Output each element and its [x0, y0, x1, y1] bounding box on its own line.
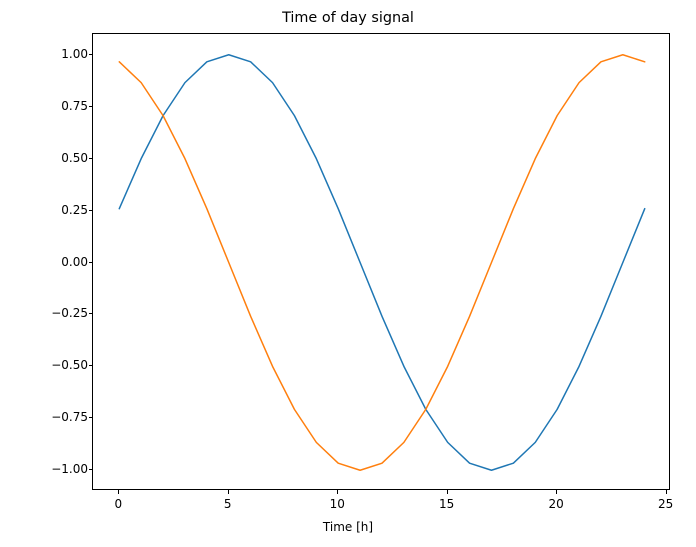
- y-axis-tick-labels: −1.00 −0.75 −0.50 −0.25 0.00 0.25 0.50 0.75 1.00: [0, 0, 92, 547]
- y-tick-mark: [88, 469, 92, 471]
- y-tick-label: 0.25: [61, 202, 88, 217]
- x-tick-mark: [118, 490, 120, 494]
- y-tick-mark: [88, 53, 92, 55]
- y-tick-label: −0.25: [51, 306, 88, 321]
- y-tick-label: 0.75: [61, 98, 88, 113]
- x-tick-label: 10: [329, 497, 345, 511]
- y-tick-mark: [88, 261, 92, 263]
- x-tick-mark: [665, 490, 667, 494]
- x-tick-label: 15: [439, 497, 455, 511]
- y-tick-label: −1.00: [51, 462, 88, 477]
- x-tick-label: 0: [114, 497, 123, 511]
- y-tick-label: 0.00: [61, 254, 88, 269]
- y-tick-label: −0.75: [51, 410, 88, 425]
- series-line-0: [118, 54, 646, 471]
- y-tick-mark: [88, 157, 92, 159]
- series-line-1: [118, 54, 646, 471]
- chart-title: Time of day signal: [282, 10, 414, 26]
- x-axis-label: Time [h]: [322, 520, 374, 534]
- y-tick-label: −0.50: [51, 358, 88, 373]
- x-tick-label: 20: [548, 497, 564, 511]
- x-tick-mark: [556, 490, 558, 494]
- plot-axes-frame: [92, 33, 670, 490]
- y-tick-mark: [88, 313, 92, 315]
- y-tick-mark: [88, 105, 92, 107]
- y-tick-label: 0.50: [61, 150, 88, 165]
- x-tick-label: 25: [657, 497, 674, 511]
- y-tick-mark: [88, 209, 92, 211]
- x-tick-mark: [446, 490, 448, 494]
- x-tick-mark: [227, 490, 229, 494]
- y-tick-mark: [88, 417, 92, 419]
- x-tick-mark: [337, 490, 339, 494]
- y-tick-label: 1.00: [61, 46, 88, 61]
- x-tick-label: 5: [223, 497, 232, 511]
- plot-lines: [118, 54, 646, 471]
- y-tick-mark: [88, 365, 92, 367]
